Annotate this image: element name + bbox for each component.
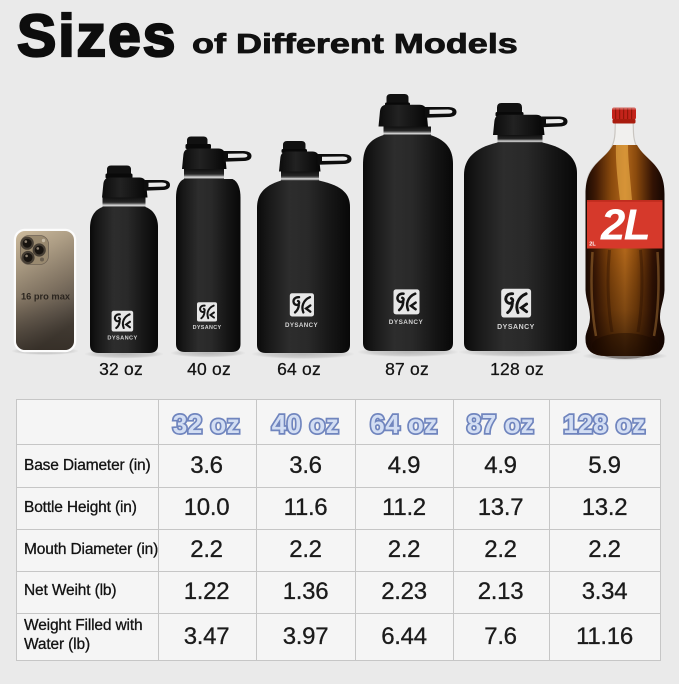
svg-text:2L: 2L bbox=[600, 201, 649, 250]
svg-text:DYSANCY: DYSANCY bbox=[285, 322, 319, 329]
svg-text:DYSANCY: DYSANCY bbox=[193, 325, 222, 331]
svg-text:DYSANCY: DYSANCY bbox=[107, 336, 137, 342]
svg-text:DYSANCY: DYSANCY bbox=[497, 324, 535, 331]
svg-text:2L: 2L bbox=[589, 242, 596, 248]
svg-text:DYSANCY: DYSANCY bbox=[389, 319, 424, 326]
svg-text:16 pro max: 16 pro max bbox=[21, 292, 71, 302]
